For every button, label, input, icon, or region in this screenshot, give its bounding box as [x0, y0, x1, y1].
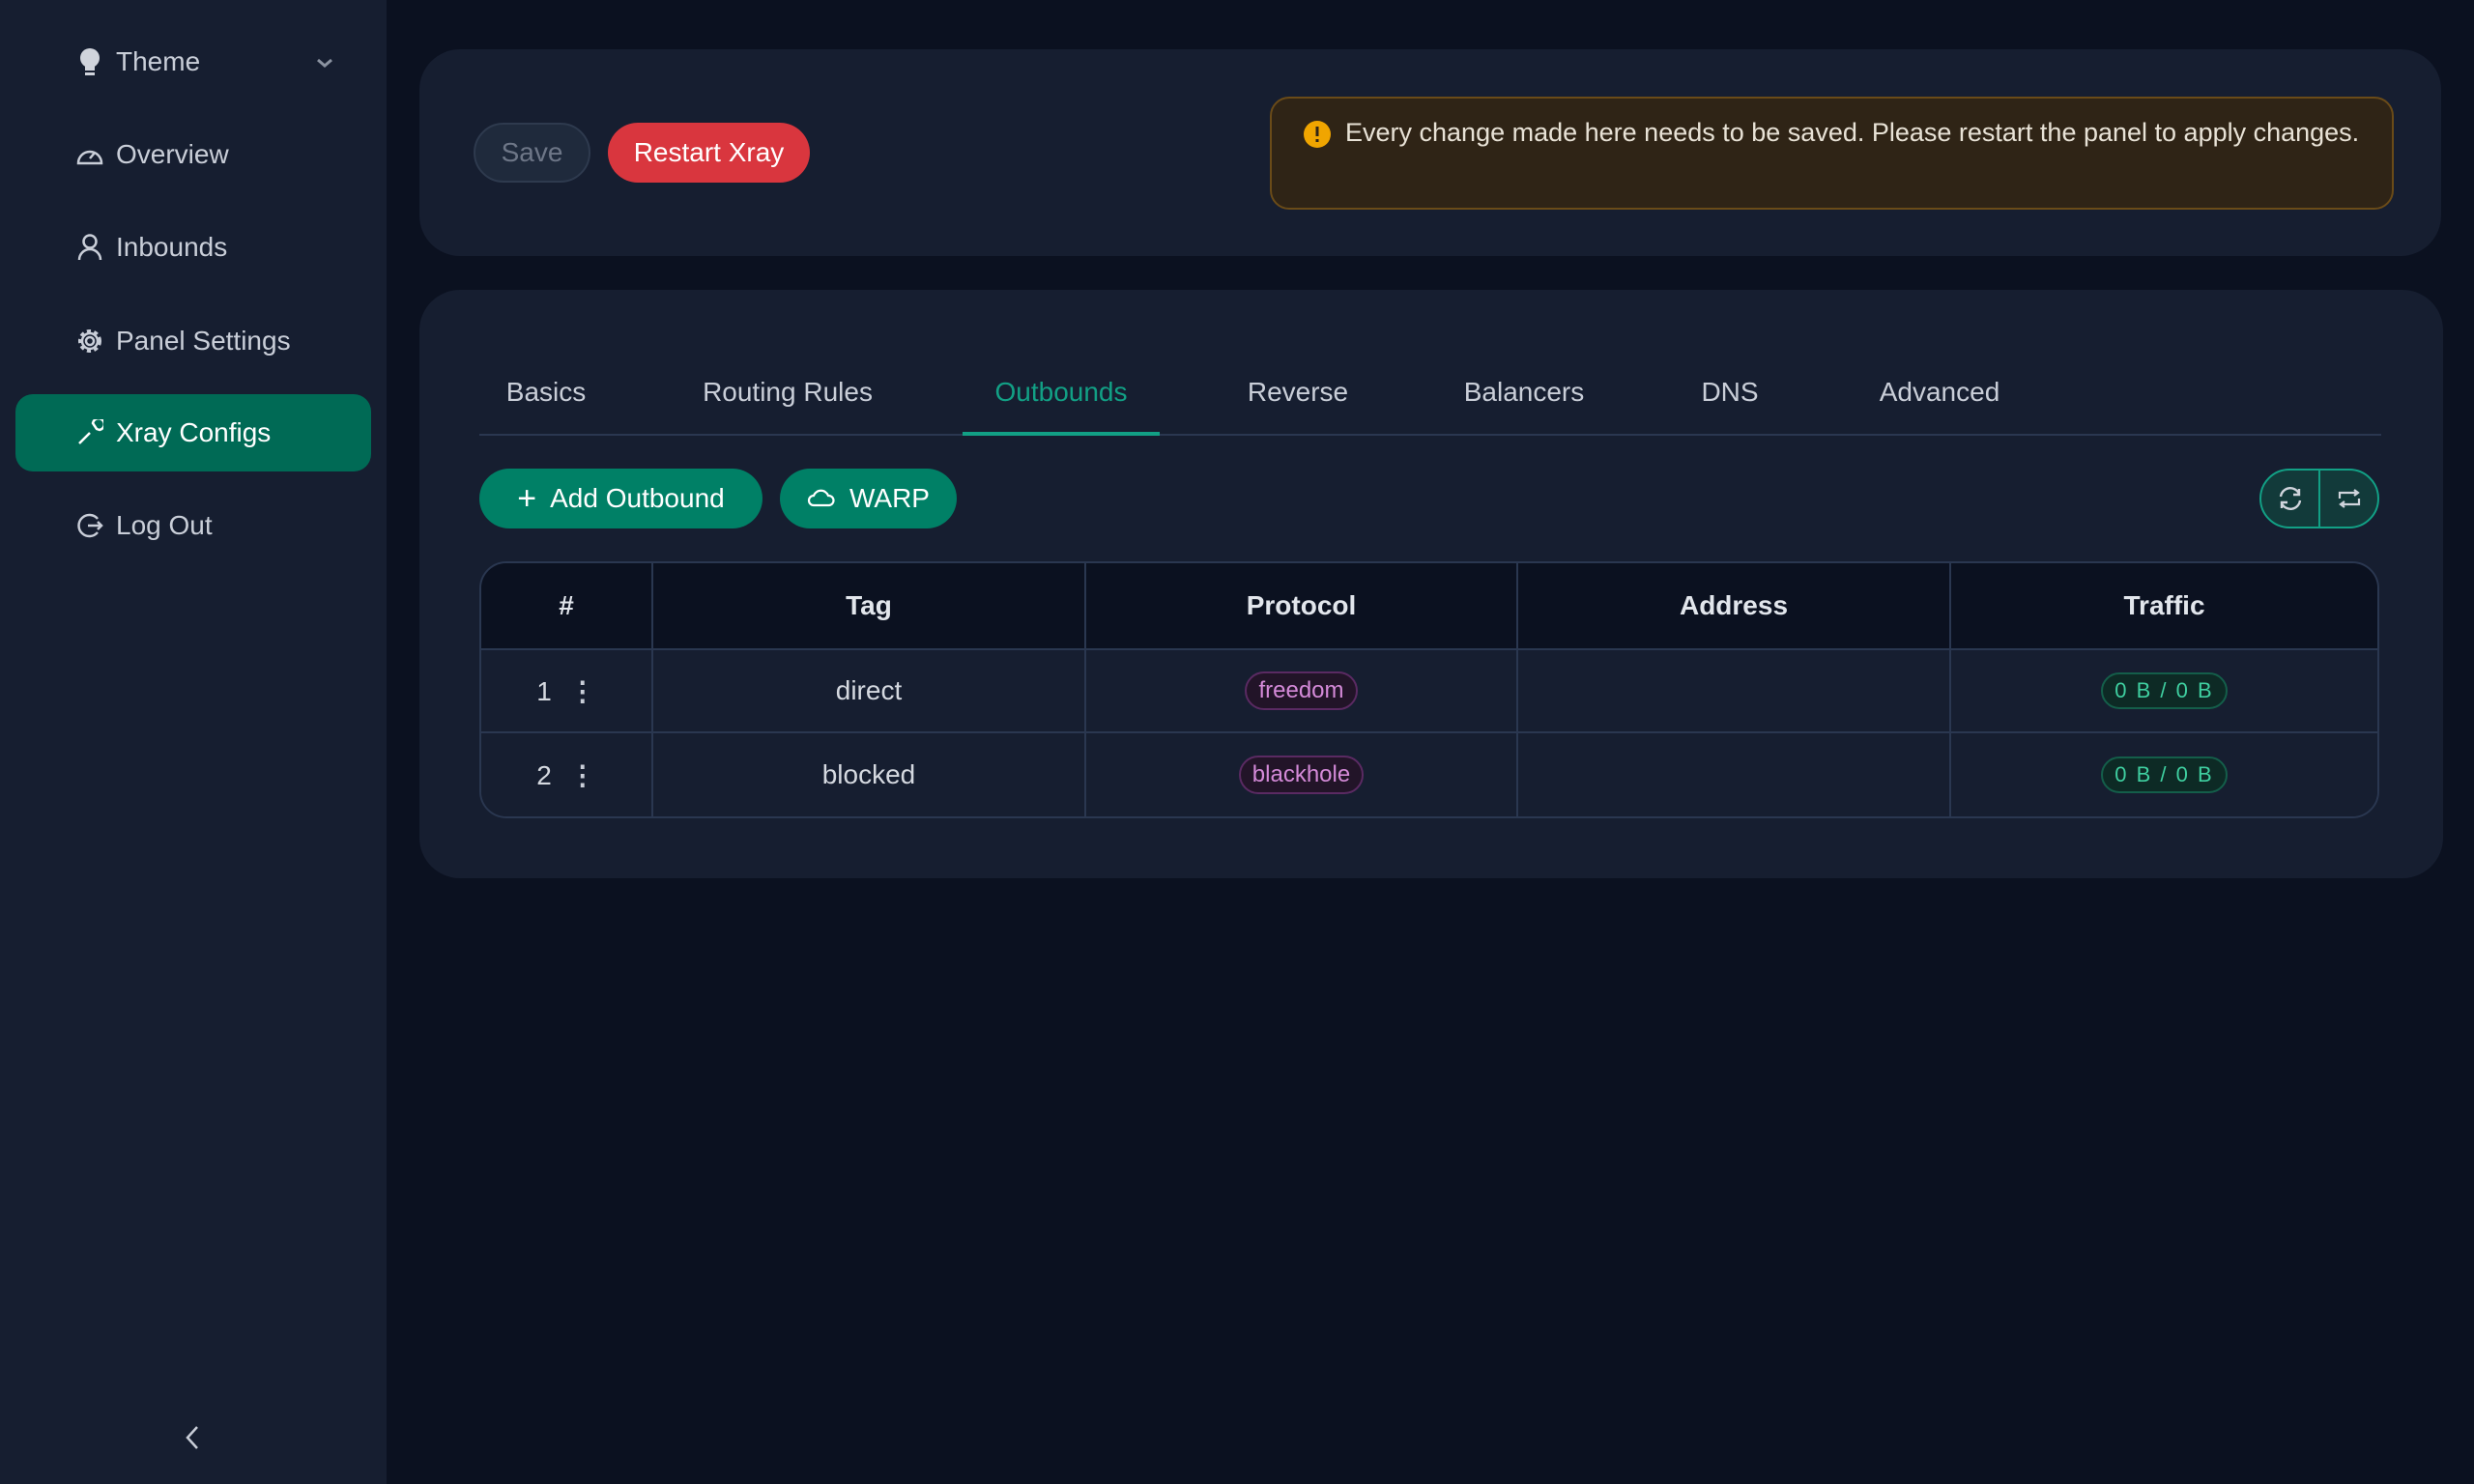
row-number: 1 — [536, 675, 552, 706]
chevron-down-icon[interactable] — [315, 48, 334, 79]
protocol-badge: freedom — [1245, 671, 1358, 710]
active-tab-indicator — [963, 432, 1160, 436]
sidebar-item-label: Log Out — [116, 510, 213, 540]
tab-reverse[interactable]: Reverse — [1247, 377, 1349, 407]
warp-button[interactable]: WARP — [780, 469, 957, 528]
alert-text: Every change made here needs to be saved… — [1345, 118, 2360, 147]
sidebar-item-label: Inbounds — [116, 232, 228, 262]
tab-divider — [479, 434, 2381, 436]
outbounds-table: # Tag Protocol Address Traffic 1 ⋮ direct… — [479, 561, 2379, 818]
header-tag: Tag — [653, 563, 1086, 650]
refresh-icon[interactable] — [2261, 471, 2320, 527]
cloud-icon — [807, 483, 836, 514]
sidebar-item-label: Theme — [116, 46, 201, 76]
plus-icon: + — [517, 479, 537, 517]
sidebar-item-panel-settings[interactable]: Panel Settings — [15, 302, 371, 380]
logout-icon — [73, 509, 106, 542]
warp-label: WARP — [849, 483, 930, 513]
tab-routing-rules[interactable]: Routing Rules — [703, 377, 873, 407]
sidebar-item-theme[interactable]: Theme — [15, 23, 371, 100]
sidebar: Theme Overview Inbounds Panel Settings X… — [0, 0, 387, 1484]
traffic-badge: 0 B / 0 B — [2101, 756, 2228, 793]
table-row: 2 ⋮ blocked blackhole 0 B / 0 B — [481, 733, 2377, 816]
restart-xray-button[interactable]: Restart Xray — [608, 123, 810, 183]
wrench-icon — [73, 416, 106, 449]
chevron-left-icon[interactable] — [182, 1424, 203, 1456]
sidebar-item-label: Panel Settings — [116, 326, 291, 356]
more-icon[interactable]: ⋮ — [568, 675, 596, 706]
row-tag: blocked — [653, 733, 1086, 816]
header-num: # — [481, 563, 653, 650]
add-outbound-button[interactable]: + Add Outbound — [479, 469, 762, 528]
row-address — [1518, 650, 1951, 733]
tab-basics[interactable]: Basics — [505, 377, 587, 407]
gear-icon — [73, 325, 106, 357]
sidebar-item-label: Overview — [116, 139, 229, 169]
sidebar-item-overview[interactable]: Overview — [15, 116, 371, 193]
header-protocol: Protocol — [1086, 563, 1518, 650]
header-traffic: Traffic — [1951, 563, 2377, 650]
warning-alert: Every change made here needs to be saved… — [1270, 97, 2394, 210]
tab-dns[interactable]: DNS — [1701, 377, 1759, 407]
sidebar-item-inbounds[interactable]: Inbounds — [15, 209, 371, 286]
table-actions-group — [2259, 469, 2379, 528]
sidebar-item-log-out[interactable]: Log Out — [15, 487, 371, 564]
table-header-row: # Tag Protocol Address Traffic — [481, 563, 2377, 650]
header-address: Address — [1518, 563, 1951, 650]
sidebar-item-xray-configs[interactable]: Xray Configs — [15, 394, 371, 471]
row-address — [1518, 733, 1951, 816]
save-button[interactable]: Save — [474, 123, 590, 183]
tab-balancers[interactable]: Balancers — [1463, 377, 1585, 407]
traffic-badge: 0 B / 0 B — [2101, 672, 2228, 709]
sidebar-item-label: Xray Configs — [116, 417, 272, 447]
more-icon[interactable]: ⋮ — [568, 759, 596, 790]
add-outbound-label: Add Outbound — [550, 483, 725, 513]
dashboard-icon — [73, 138, 106, 171]
tab-advanced[interactable]: Advanced — [1879, 377, 2000, 407]
bulb-icon — [73, 45, 106, 78]
table-row: 1 ⋮ direct freedom 0 B / 0 B — [481, 650, 2377, 733]
user-icon — [73, 231, 106, 264]
swap-icon[interactable] — [2320, 471, 2377, 527]
row-number: 2 — [536, 759, 552, 790]
tab-outbounds[interactable]: Outbounds — [994, 377, 1128, 407]
row-tag: direct — [653, 650, 1086, 733]
protocol-badge: blackhole — [1238, 756, 1365, 794]
warning-icon — [1303, 120, 1332, 160]
